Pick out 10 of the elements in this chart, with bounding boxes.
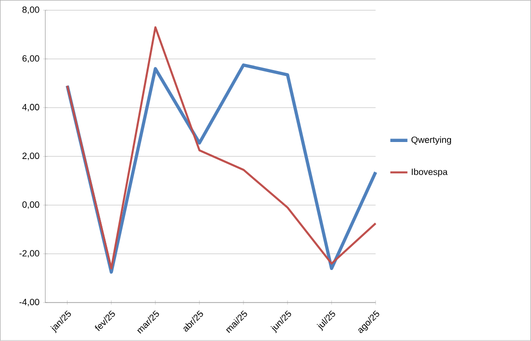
y-tick-label: 8,00 — [22, 6, 40, 14]
y-tick-label: -4,00 — [19, 298, 40, 306]
y-tick-label: -2,00 — [19, 250, 40, 258]
line-series — [66, 26, 377, 270]
y-tick-label: 4,00 — [22, 104, 40, 112]
y-tick-label: 0,00 — [22, 201, 40, 209]
y-tick-label: 6,00 — [22, 55, 40, 63]
legend-label: Ibovespa — [412, 168, 448, 177]
legend-label: Qwertying — [411, 136, 451, 145]
y-tick-label: 2,00 — [22, 152, 40, 160]
